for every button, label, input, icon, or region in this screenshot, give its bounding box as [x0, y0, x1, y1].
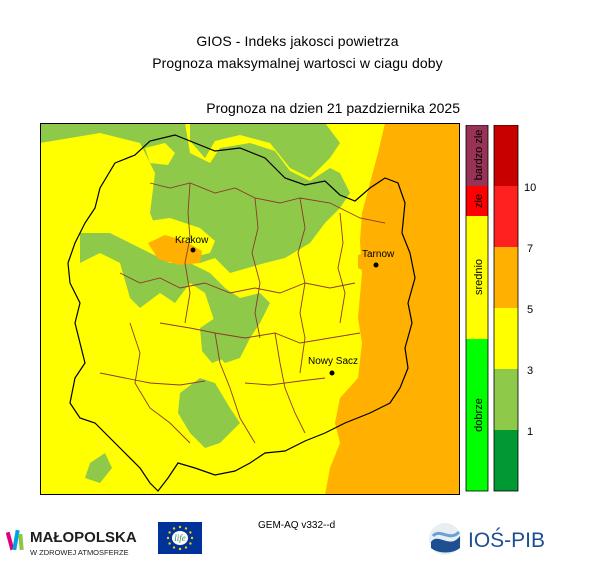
legend-scale: 1 3 5 7 10 [493, 125, 536, 492]
malopolska-name: MAŁOPOLSKA [30, 529, 137, 546]
legend-scale-band [494, 125, 518, 186]
city-marker [329, 370, 335, 376]
map-zone-green-west [40, 123, 350, 273]
eu-star-icon [190, 536, 194, 540]
legend-scale-band [494, 369, 518, 430]
city-krakow: Krakow [175, 235, 209, 253]
eu-star-icon [184, 527, 188, 530]
forecast-map: Krakow Tarnow Nowy Sacz [40, 123, 460, 495]
legend-tick: 10 [524, 182, 536, 194]
voivodeship-border [67, 134, 416, 492]
malopolska-logo: MAŁOPOLSKA W ZDROWEJ ATMOSFERZE [6, 529, 137, 557]
map-zone-orange-krakow [148, 235, 202, 265]
malopolska-emblem-icon [6, 529, 24, 551]
map-zone-green-southwest-small [85, 453, 112, 483]
legend-category-label: dobrze [473, 398, 485, 432]
malopolska-tagline: W ZDROWEJ ATMOSFERZE [30, 548, 129, 557]
legend-scale-frame [493, 125, 519, 492]
legend-scale-band [494, 430, 518, 491]
legend-category-frame [465, 125, 489, 492]
eu-star-icon [172, 527, 176, 530]
legend-scale-band [494, 308, 518, 369]
city-label: Tarnow [362, 249, 395, 260]
eu-life-text: life [174, 533, 186, 543]
legend: dobrze srednio zle bardzo zle 1 3 5 7 10 [465, 125, 536, 492]
city-label: Krakow [175, 235, 209, 246]
legend-categories: dobrze srednio zle bardzo zle [465, 125, 489, 492]
map-frame [40, 123, 460, 495]
eu-life-logo: life [158, 522, 202, 554]
legend-tick: 5 [527, 304, 533, 316]
map-zone-green-north [40, 123, 340, 178]
eu-stars-icon [166, 525, 194, 551]
city-label: Nowy Sacz [308, 356, 358, 367]
ios-pib-emblem-icon [429, 523, 461, 555]
map-zone-green-south [178, 378, 240, 448]
eu-star-icon [184, 546, 188, 549]
map-zone-orange [325, 123, 460, 495]
eu-star-icon [178, 525, 182, 529]
map-zone-yellow-patch [145, 143, 175, 165]
eu-star-icon [168, 542, 171, 545]
legend-category-srednio [466, 216, 488, 339]
county-borders [99, 182, 386, 444]
page-title: GIOS - Indeks jakosci powietrza [196, 33, 399, 49]
legend-category-bardzo-zle [466, 125, 488, 186]
eu-star-icon [168, 531, 171, 534]
eu-star-icon [189, 542, 192, 545]
city-nowy-sacz: Nowy Sacz [308, 356, 358, 376]
ios-pib-name: IOŚ-PIB [468, 528, 545, 552]
legend-category-zle [466, 186, 488, 216]
map-zone-green-middle [200, 318, 230, 363]
legend-category-dobrze [466, 339, 488, 491]
legend-category-label: bardzo zle [473, 130, 485, 181]
legend-tick: 7 [527, 243, 533, 255]
legend-tick: 1 [527, 426, 533, 438]
model-version: GEM-AQ v332--d [258, 520, 336, 531]
forecast-date: Prognoza na dzien 21 pazdziernika 2025 [206, 100, 460, 116]
city-marker [190, 247, 196, 253]
legend-scale-band [494, 247, 518, 308]
legend-scale-band [494, 186, 518, 247]
legend-tick: 3 [527, 365, 533, 377]
eu-star-icon [178, 547, 182, 551]
legend-category-label: srednio [473, 259, 485, 295]
eu-star-icon [189, 531, 192, 534]
page-subtitle: Prognoza maksymalnej wartosci w ciagu do… [152, 55, 443, 71]
eu-star-icon [172, 546, 176, 549]
city-marker [373, 262, 379, 268]
eu-star-icon [166, 536, 170, 540]
legend-category-label: zle [473, 194, 485, 208]
city-tarnow: Tarnow [362, 249, 395, 268]
ios-pib-logo: IOŚ-PIB [429, 523, 545, 555]
